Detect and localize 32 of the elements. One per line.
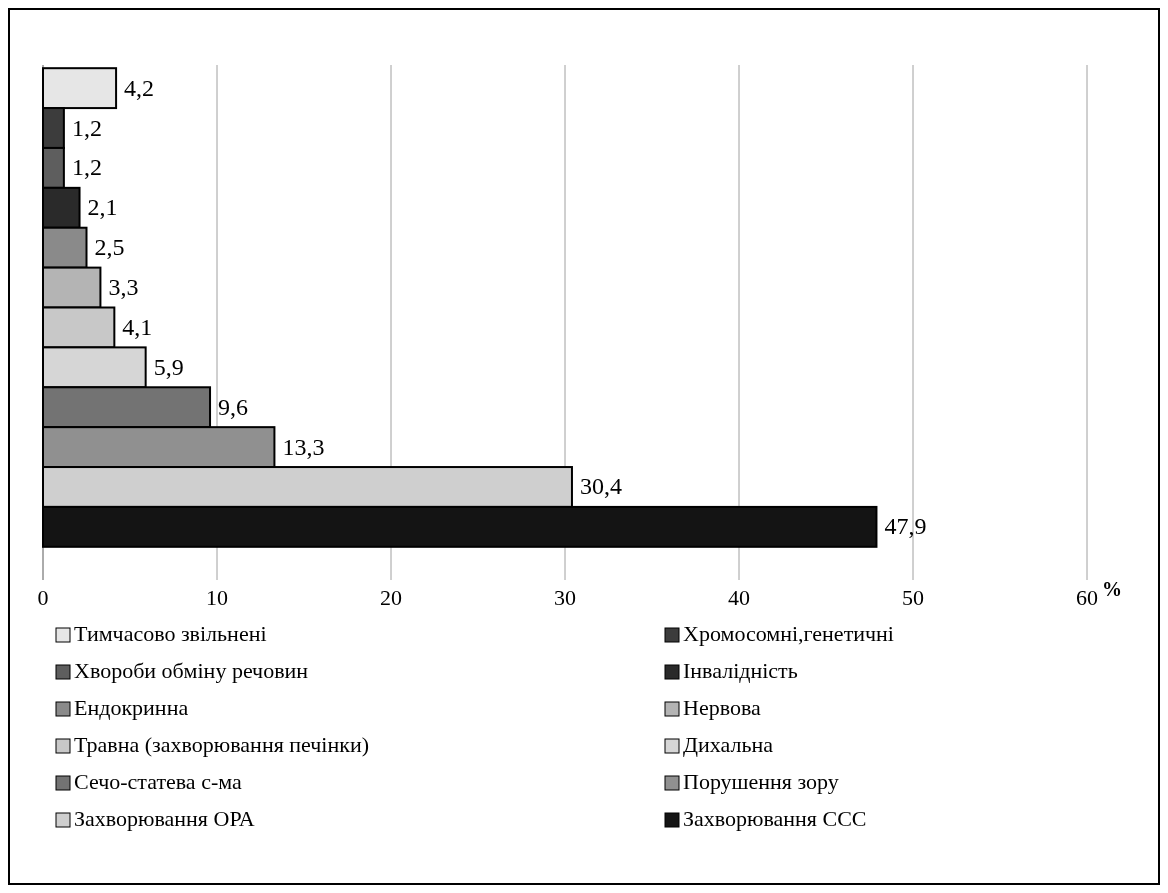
legend-label: Нервова	[683, 695, 761, 721]
legend-label: Захворювання ССС	[683, 806, 867, 832]
legend-label: Дихальна	[683, 732, 774, 758]
legend-label: Тимчасово звільнені	[74, 621, 267, 647]
legend-label: Ендокринна	[74, 695, 189, 721]
x-tick-label: 60	[1076, 585, 1098, 610]
legend-label: Хромосомні,генетичні	[683, 621, 894, 647]
data-label: 4,1	[122, 313, 153, 340]
legend-label: Порушення зору	[683, 769, 839, 795]
data-label: 1,2	[71, 154, 102, 181]
x-tick-label: 20	[380, 585, 402, 610]
data-label: 4,2	[124, 74, 155, 101]
data-label: 9,6	[218, 393, 249, 420]
data-label: 2,1	[87, 194, 118, 221]
data-label: 3,3	[108, 274, 139, 301]
x-tick-label: 30	[554, 585, 576, 610]
x-tick-label: 10	[206, 585, 228, 610]
x-tick-label: 0	[37, 585, 49, 610]
x-tick-label: 40	[728, 585, 750, 610]
data-label: 5,9	[153, 353, 184, 380]
x-axis-title: %	[1102, 578, 1122, 600]
x-tick-label: 50	[902, 585, 924, 610]
legend-label: Захворювання ОРА	[74, 806, 255, 832]
data-label: 2,5	[94, 234, 125, 261]
legend-label: Інвалідність	[683, 658, 798, 684]
legend-label: Травна (захворювання печінки)	[74, 732, 370, 758]
data-label: 30,4	[579, 473, 622, 500]
data-label: 13,3	[282, 433, 325, 460]
legend-label: Сечо-статева с-ма	[74, 769, 242, 795]
legend-label: Хвороби обміну речовин	[74, 658, 309, 684]
data-label: 47,9	[884, 513, 927, 540]
data-label: 1,2	[71, 114, 102, 141]
